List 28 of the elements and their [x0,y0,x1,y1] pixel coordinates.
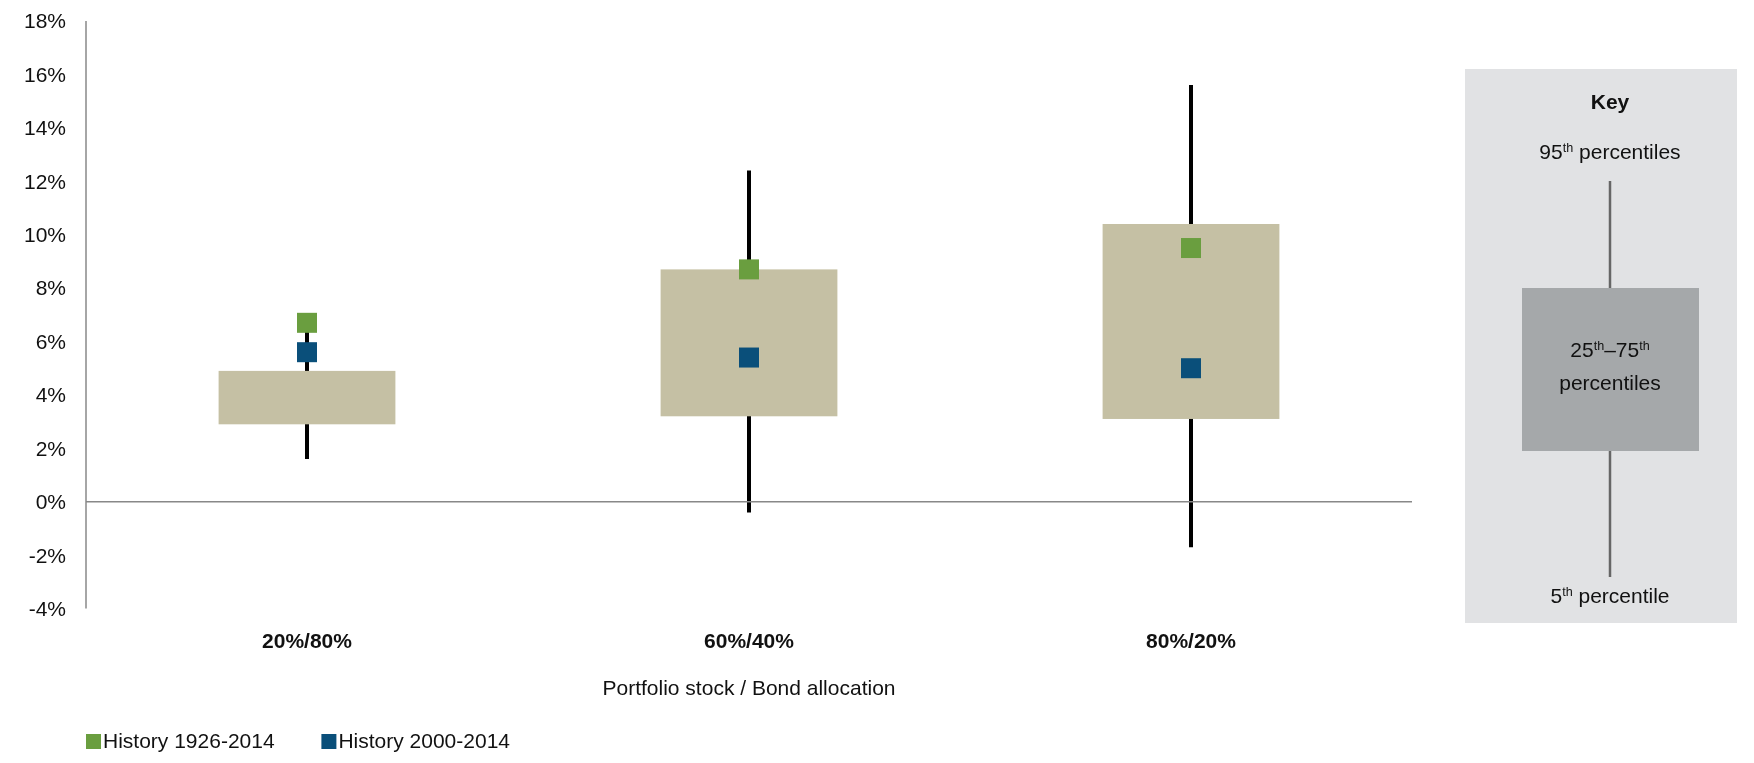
point [739,259,759,280]
legend-label: History 1926-2014 [103,729,275,752]
text: 25$^{th}$–75$^{th}$ percentiles [1559,338,1661,394]
y-tick-label: 14% [23,116,66,140]
point [297,342,317,363]
point [1181,238,1201,259]
y-tick-label: 4% [35,383,66,407]
x-axis-title: Portfolio stock / Bond allocation [602,676,896,699]
y-tick-label: 8% [35,276,66,300]
y-tick-label: 10% [23,223,66,247]
y-tick-label: 0% [35,490,66,514]
text: 95$^{th}$ percentiles [1539,140,1681,163]
y-tick-label: 6% [35,329,66,353]
y-tick-label: -2% [28,543,66,567]
y-tick-label: 18% [23,9,66,33]
y-tick-label: -4% [28,596,66,620]
point [739,347,759,368]
y-tick-label: 16% [23,62,66,86]
x-tick-label: 60%/40% [704,629,795,652]
x-tick-label: 20%/80% [262,629,353,652]
legend-label: History 2000-2014 [338,729,511,752]
text: 5$^{th}$ percentile [1550,584,1670,607]
point [1181,358,1201,379]
text: Key [1590,90,1630,113]
point [297,312,317,333]
y-tick-label: 2% [35,436,66,460]
y-tick-label: 12% [23,169,66,193]
x-tick-label: 80%/20% [1146,629,1237,652]
